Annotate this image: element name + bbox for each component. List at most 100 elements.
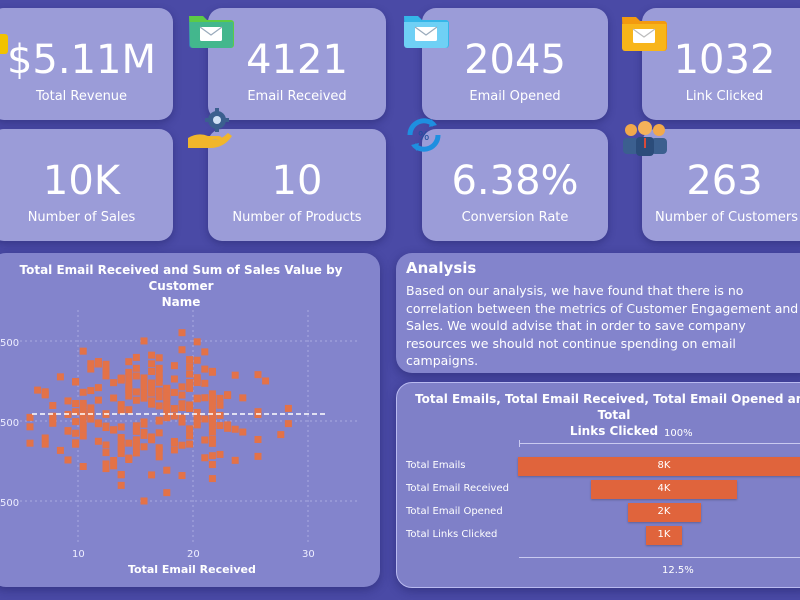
kpi-card-link-clicked: 1032 Link Clicked [642, 8, 800, 120]
scatter-point [262, 377, 270, 385]
kpi-value: $5.11M [6, 37, 157, 83]
scatter-point [117, 434, 125, 442]
scatter-point [72, 429, 80, 437]
funnel-bar[interactable]: 1K [645, 526, 683, 545]
kpi-label: Email Received [247, 89, 347, 104]
scatter-point [178, 400, 186, 408]
funnel-bar-value: 8K [657, 460, 671, 471]
funnel-stage-label: Total Emails [406, 460, 466, 471]
scatter-point [155, 369, 163, 377]
scatter-point [132, 443, 140, 451]
scatter-point [208, 397, 216, 405]
scatter-point [117, 406, 125, 414]
kpi-value: 1032 [673, 37, 776, 83]
x-tick-label: 10 [72, 549, 85, 560]
funnel-bar[interactable]: 2K [627, 503, 701, 522]
scatter-point [140, 374, 148, 382]
scatter-point [117, 374, 125, 382]
scatter-point [216, 401, 224, 409]
funnel-bar-value: 2K [657, 506, 671, 517]
kpi-card-number-of-sales: 10K Number of Sales [0, 129, 173, 241]
scatter-point [102, 449, 110, 457]
scatter-point [193, 394, 201, 402]
scatter-point [201, 379, 209, 387]
scatter-point [231, 425, 239, 433]
scatter-point [208, 406, 216, 414]
scatter-point [34, 386, 42, 394]
scatter-point [148, 471, 156, 479]
kpi-card-email-received: 4121 Email Received [208, 8, 386, 120]
scatter-point [155, 402, 163, 410]
scatter-chart[interactable] [0, 300, 370, 585]
scatter-point [208, 461, 216, 469]
scatter-point [64, 397, 72, 405]
scatter-point [231, 456, 239, 464]
scatter-point [56, 446, 64, 454]
kpi-label: Link Clicked [685, 89, 764, 104]
scatter-point [140, 378, 148, 386]
scatter-point [140, 337, 148, 345]
scatter-point [284, 420, 292, 428]
scatter-point [208, 475, 216, 483]
scatter-point [125, 373, 133, 381]
scatter-point [201, 365, 209, 373]
kpi-label: Number of Sales [27, 210, 136, 225]
scatter-point [148, 380, 156, 388]
scatter-point [110, 456, 118, 464]
y-tick-label: 500 [0, 498, 20, 509]
scatter-point [125, 439, 133, 447]
svg-text:%: % [418, 129, 429, 143]
scatter-point [163, 384, 171, 392]
scatter-point [72, 418, 80, 426]
scatter-point [193, 338, 201, 346]
funnel-stage-label: Total Email Received [406, 483, 509, 494]
folder-icon [0, 34, 8, 54]
scatter-point [110, 379, 118, 387]
kpi-value: 2045 [464, 37, 566, 83]
scatter-point [201, 436, 209, 444]
scatter-point [178, 391, 186, 399]
scatter-point [94, 358, 102, 366]
scatter-point [41, 440, 49, 448]
analysis-heading: Analysis [406, 259, 477, 277]
scatter-point [155, 446, 163, 454]
scatter-point [79, 413, 87, 421]
scatter-point [87, 404, 95, 412]
scatter-point [132, 364, 140, 372]
scatter-point [186, 405, 194, 413]
scatter-point [110, 426, 118, 434]
scatter-point [201, 454, 209, 462]
scatter-point [178, 346, 186, 354]
green-email-folder-icon [189, 16, 234, 48]
y-tick-label: 500 [0, 338, 20, 349]
scatter-point [186, 370, 194, 378]
funnel-bar[interactable]: 4K [591, 480, 737, 499]
kpi-card-email-opened: 2045 Email Opened [422, 8, 608, 120]
scatter-point [178, 441, 186, 449]
x-tick-label: 20 [187, 549, 200, 560]
scatter-point [49, 402, 57, 410]
scatter-point [193, 376, 201, 384]
scatter-point [72, 378, 80, 386]
scatter-point [102, 460, 110, 468]
scatter-point [186, 363, 194, 371]
kpi-card-number-of-products: 10 Number of Products [208, 129, 386, 241]
scatter-point [79, 425, 87, 433]
kpi-card-total-revenue: $5.11M Total Revenue [0, 8, 173, 120]
scatter-point [79, 432, 87, 440]
scatter-point [87, 409, 95, 417]
scatter-point [79, 418, 87, 426]
scatter-point [170, 362, 178, 370]
scatter-point [155, 364, 163, 372]
customers-group-icon [623, 121, 667, 156]
scatter-point [170, 412, 178, 420]
funnel-bottom-percent: 12.5% [662, 565, 694, 576]
scatter-point [254, 371, 262, 379]
scatter-point [117, 481, 125, 489]
scatter-point [110, 394, 118, 402]
scatter-point [216, 411, 224, 419]
scatter-point [125, 385, 133, 393]
kpi-value: 4121 [246, 37, 348, 83]
funnel-bar[interactable]: 8K [518, 457, 800, 476]
funnel-rule-tick [519, 440, 520, 447]
